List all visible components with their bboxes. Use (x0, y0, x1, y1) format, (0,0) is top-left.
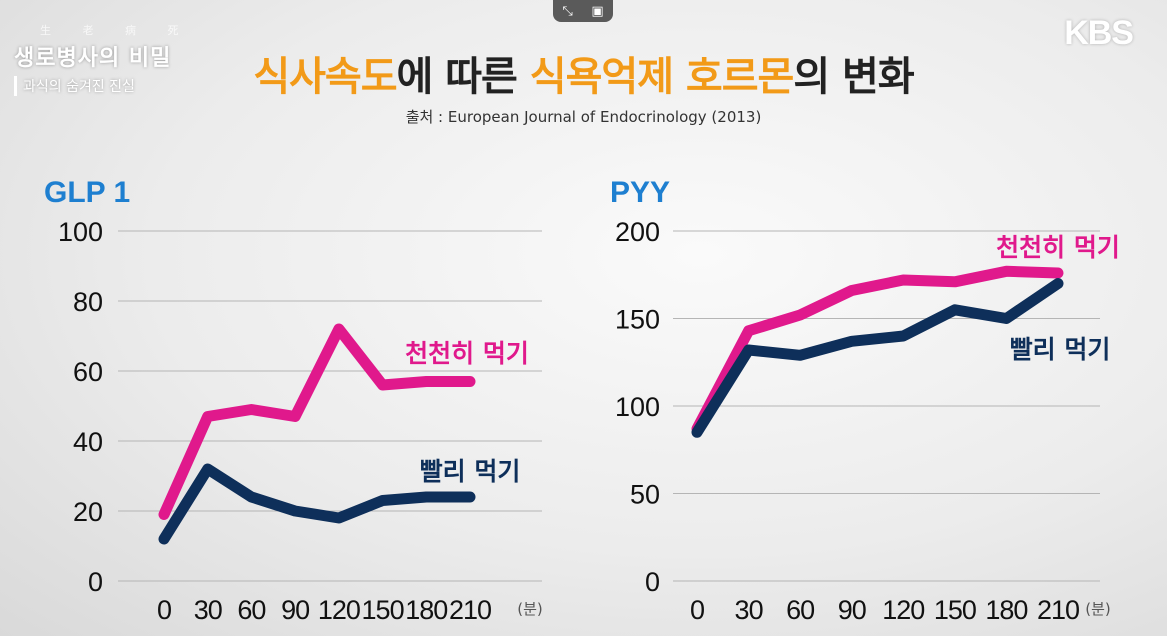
x-tick-label: 180 (405, 595, 447, 625)
y-tick-label: 150 (615, 305, 660, 335)
x-tick-label: 0 (690, 595, 704, 625)
chart-title: PYY (610, 176, 670, 209)
y-tick-label: 0 (645, 567, 660, 597)
x-tick-label: 150 (934, 595, 976, 625)
y-tick-label: 100 (615, 392, 660, 422)
title-part: 에 따른 (396, 54, 530, 100)
y-tick-label: 40 (73, 427, 103, 457)
program-logo: 生 老 病 死 생로병사의 비밀 과식의 숨겨진 진실 (14, 22, 193, 96)
series-line-fast (691, 278, 1064, 438)
y-tick-label: 100 (58, 217, 103, 247)
x-tick-label: 180 (985, 595, 1027, 625)
y-tick-label: 200 (615, 217, 660, 247)
picture-in-picture-icon[interactable]: ▣ (591, 3, 604, 19)
x-tick-label: 210 (1037, 595, 1079, 625)
y-tick-label: 20 (73, 497, 103, 527)
episode-subtitle: 과식의 숨겨진 진실 (14, 76, 193, 96)
title-part: 식사속도 (253, 54, 397, 100)
x-tick-label: 30 (735, 595, 763, 625)
x-tick-label: 0 (157, 595, 171, 625)
x-tick-label: 90 (281, 595, 309, 625)
series-line-slow (691, 265, 1064, 435)
logo-hanja: 生 老 病 死 (40, 24, 193, 37)
legend-label-fast: 빨리 먹기 (1010, 335, 1111, 364)
legend-label-fast: 빨리 먹기 (420, 457, 521, 486)
program-title: 생로병사의 비밀 (14, 46, 172, 71)
x-tick-label: 60 (237, 595, 265, 625)
y-tick-label: 0 (88, 567, 103, 597)
x-tick-label: 150 (362, 595, 404, 625)
x-tick-label: 90 (838, 595, 866, 625)
page-title: 식사속도에 따른 식욕억제 호르몬의 변화 (0, 44, 1167, 102)
x-tick-label: 30 (194, 595, 222, 625)
exit-fullscreen-icon[interactable]: ⤡ (562, 3, 573, 19)
x-unit-label: (분) (1085, 600, 1111, 618)
title-part: 식욕억제 호르몬 (529, 54, 795, 100)
x-tick-label: 120 (882, 595, 924, 625)
series-line-fast (158, 463, 476, 545)
broadcaster-logo: KBS (1064, 14, 1134, 52)
y-tick-label: 50 (630, 480, 660, 510)
title-part: 의 변화 (793, 54, 914, 100)
player-controls: ⤡ ▣ (553, 0, 613, 22)
x-tick-label: 210 (449, 595, 491, 625)
legend-label-slow: 천천히 먹기 (996, 233, 1120, 262)
x-unit-label: (분) (517, 600, 543, 618)
series-line-slow (158, 323, 476, 520)
x-tick-label: 60 (786, 595, 814, 625)
y-tick-label: 60 (73, 357, 103, 387)
legend-label-slow: 천천히 먹기 (405, 339, 529, 368)
x-tick-label: 120 (318, 595, 360, 625)
source-citation: 출처 : European Journal of Endocrinology (… (405, 108, 762, 126)
chart-title: GLP 1 (44, 176, 130, 209)
y-tick-label: 80 (73, 287, 103, 317)
